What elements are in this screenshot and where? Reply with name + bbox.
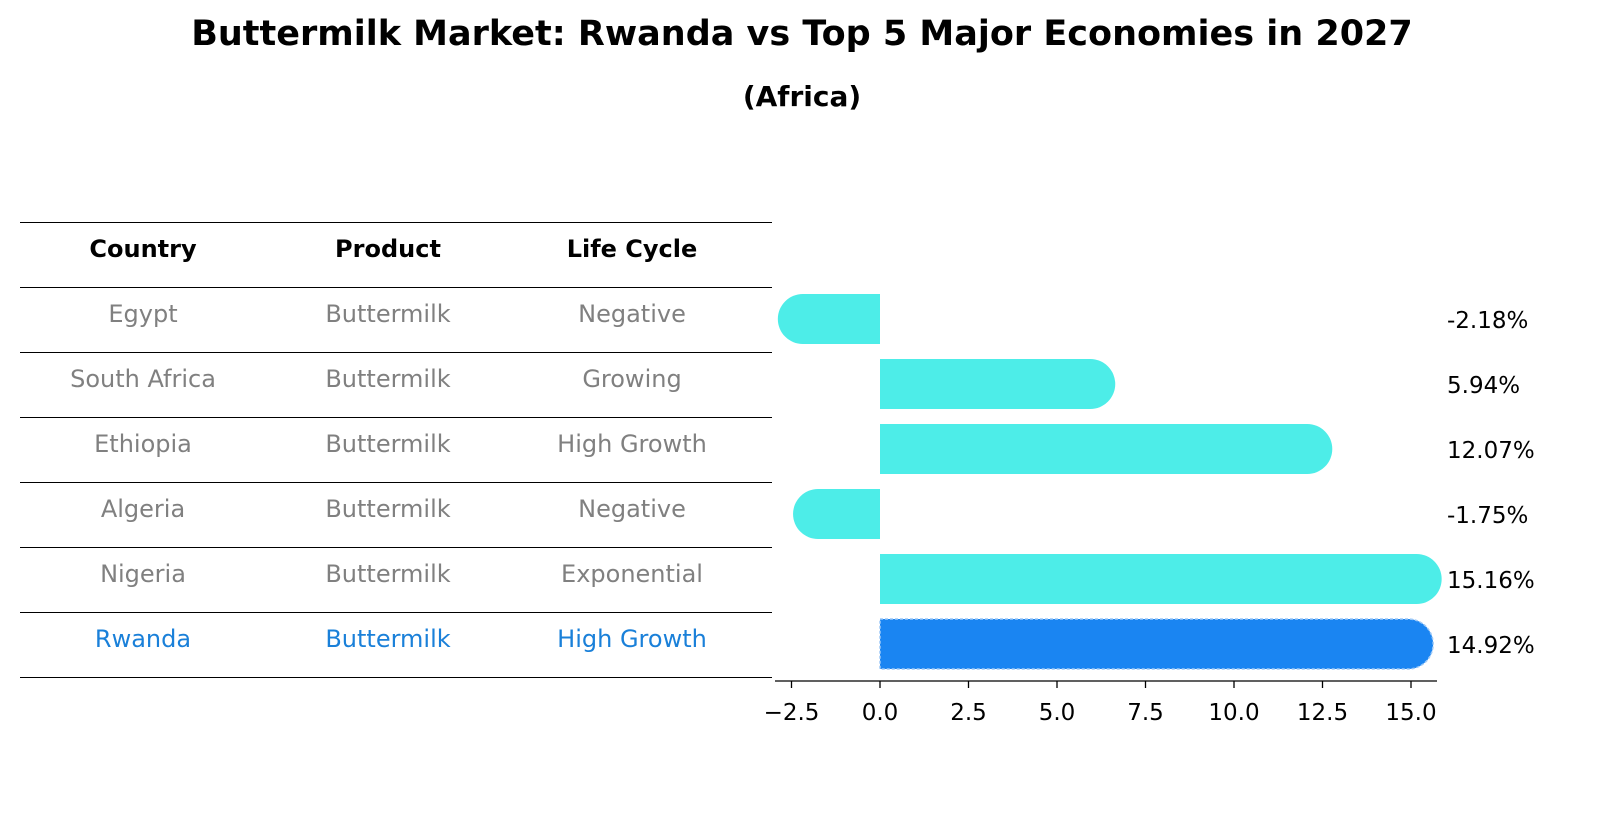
row-country: South Africa: [70, 365, 216, 393]
data-label: -1.75%: [1447, 503, 1528, 529]
header-country: Country: [89, 235, 197, 263]
table-divider: [20, 547, 772, 548]
row-country: Ethiopia: [94, 430, 192, 458]
data-label: 14.92%: [1447, 633, 1535, 659]
row-product: Buttermilk: [325, 430, 451, 458]
bar: [880, 424, 1333, 474]
x-tick-label: 2.5: [950, 700, 987, 726]
row-country: Nigeria: [100, 560, 186, 588]
data-label: -2.18%: [1447, 308, 1528, 334]
chart-title: Buttermilk Market: Rwanda vs Top 5 Major…: [191, 14, 1413, 54]
row-product: Buttermilk: [325, 300, 451, 328]
x-tick-label: 15.0: [1385, 700, 1436, 726]
row-product: Buttermilk: [325, 560, 451, 588]
x-tick-label: 7.5: [1127, 700, 1164, 726]
chart-subtitle: (Africa): [742, 80, 862, 113]
table-divider: [20, 222, 772, 223]
header-product: Product: [335, 235, 441, 263]
data-label: 15.16%: [1447, 568, 1535, 594]
table-divider: [20, 612, 772, 613]
bar: [880, 554, 1442, 604]
table-divider: [20, 352, 772, 353]
row-life-cycle: Negative: [578, 300, 686, 328]
x-tick-label: 12.5: [1297, 700, 1348, 726]
table-divider: [20, 482, 772, 483]
row-life-cycle: Negative: [578, 495, 686, 523]
bar: [880, 359, 1116, 409]
row-life-cycle: Exponential: [561, 560, 703, 588]
row-product-highlight: Buttermilk: [325, 625, 451, 653]
bar-highlight: [879, 618, 1434, 670]
x-tick-label: −2.5: [764, 700, 820, 726]
row-product: Buttermilk: [325, 365, 451, 393]
row-life-cycle-highlight: High Growth: [557, 625, 707, 653]
row-country-highlight: Rwanda: [94, 625, 192, 653]
row-country: Algeria: [100, 495, 186, 523]
x-tick-label: 10.0: [1208, 700, 1259, 726]
row-life-cycle: Growing: [582, 365, 682, 393]
bar: [777, 294, 880, 344]
bar: [793, 489, 880, 539]
row-product: Buttermilk: [325, 495, 451, 523]
row-country: Egypt: [108, 300, 178, 328]
row-life-cycle: High Growth: [557, 430, 707, 458]
x-tick-label: 0.0: [862, 700, 899, 726]
data-label: 12.07%: [1447, 438, 1535, 464]
table-divider: [20, 677, 772, 678]
table-divider: [20, 417, 772, 418]
x-tick-label: 5.0: [1039, 700, 1076, 726]
table-divider: [20, 287, 772, 288]
header-life-cycle: Life Cycle: [566, 235, 698, 263]
data-label: 5.94%: [1447, 373, 1520, 399]
